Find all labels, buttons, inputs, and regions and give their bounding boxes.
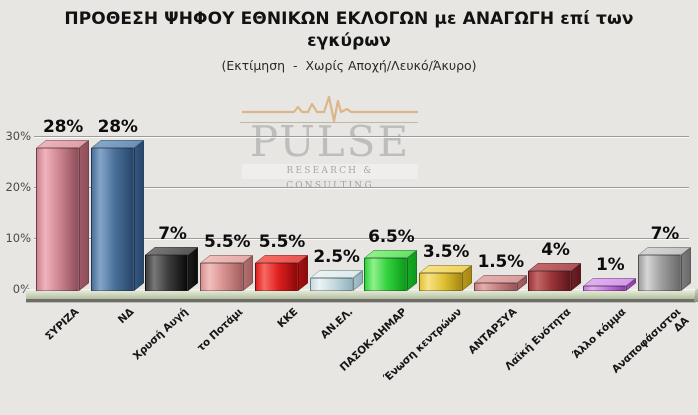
y-axis-tick-3: 30% <box>5 129 31 143</box>
watermark-divider <box>240 122 418 123</box>
x-label-8: ΑΝΤΑΡΣΥΑ <box>465 306 519 357</box>
value-label-1: 28% <box>97 117 138 138</box>
bar-side-face-3 <box>243 254 254 291</box>
bar-front-face-3 <box>200 262 244 291</box>
y-axis-tick-1: 10% <box>5 231 31 245</box>
value-label-10: 1% <box>595 254 625 275</box>
value-label-9: 4% <box>541 239 570 260</box>
x-label-4: ΚΚΕ <box>275 306 301 331</box>
gridline-10% <box>34 238 689 239</box>
x-label-5: ΑΝ.ΕΛ. <box>318 306 355 342</box>
value-label-11: 7% <box>650 224 680 245</box>
x-label-1: ΝΔ <box>115 306 136 327</box>
chart-floor-end-cap <box>694 289 698 302</box>
x-label-9: Λαϊκή Ενότητα <box>503 306 574 373</box>
value-label-2: 7% <box>158 224 187 245</box>
bar-front-face-6 <box>364 257 408 291</box>
x-label-2: Χρυσή Αυγή <box>131 306 191 363</box>
bar-front-face-2 <box>145 255 189 291</box>
x-label-11: Αναποφάσιστοι ΔΑ <box>609 306 692 376</box>
bar-side-face-1 <box>133 140 144 291</box>
bar-front-face-5 <box>309 278 353 291</box>
x-label-6: ΠΑΣΟΚ-ΔΗΜΑΡ <box>338 306 410 374</box>
value-label-7: 3.5% <box>422 242 470 263</box>
chart-subtitle: (Εκτίμηση - Χωρίς Αποχή/Λευκό/Άκυρο) <box>221 58 477 73</box>
value-label-0: 28% <box>42 117 84 138</box>
bar-front-face-8 <box>473 283 517 291</box>
bar-front-face-7 <box>419 273 463 291</box>
watermark-tagline: RESEARCH & CONSULTING <box>242 164 418 191</box>
bar-front-face-4 <box>254 262 298 291</box>
x-label-3: το Ποτάμι <box>195 306 246 355</box>
pulse-ecg-icon <box>242 95 418 122</box>
bar-front-face-0 <box>36 148 79 291</box>
value-label-5: 2.5% <box>313 247 360 268</box>
bar-front-face-10 <box>583 285 627 291</box>
bar-front-face-9 <box>528 270 572 291</box>
bar-front-face-11 <box>637 255 681 291</box>
watermark-brand-name: PULSE <box>249 117 411 166</box>
bar-front-face-1 <box>90 148 134 291</box>
value-label-6: 6.5% <box>368 226 415 247</box>
value-label-4: 5.5% <box>258 231 306 252</box>
bar-side-face-11 <box>680 247 691 291</box>
x-label-7: Ένωση κεντρώων <box>381 306 465 385</box>
chart-title: ΠΡΟΘΕΣΗ ΨΗΦΟΥ ΕΘΝΙΚΩΝ ΕΚΛΟΓΩΝ με ΑΝΑΓΩΓΗ… <box>64 9 634 51</box>
bar-side-face-0 <box>79 140 89 291</box>
value-label-8: 1.5% <box>477 252 525 273</box>
bar-side-face-2 <box>188 247 199 291</box>
gridline-20% <box>34 187 689 188</box>
chart-baseline-floor <box>26 289 696 302</box>
value-label-3: 5.5% <box>203 231 251 252</box>
gridline-30% <box>34 136 689 137</box>
y-axis-tick-2: 20% <box>5 180 31 194</box>
